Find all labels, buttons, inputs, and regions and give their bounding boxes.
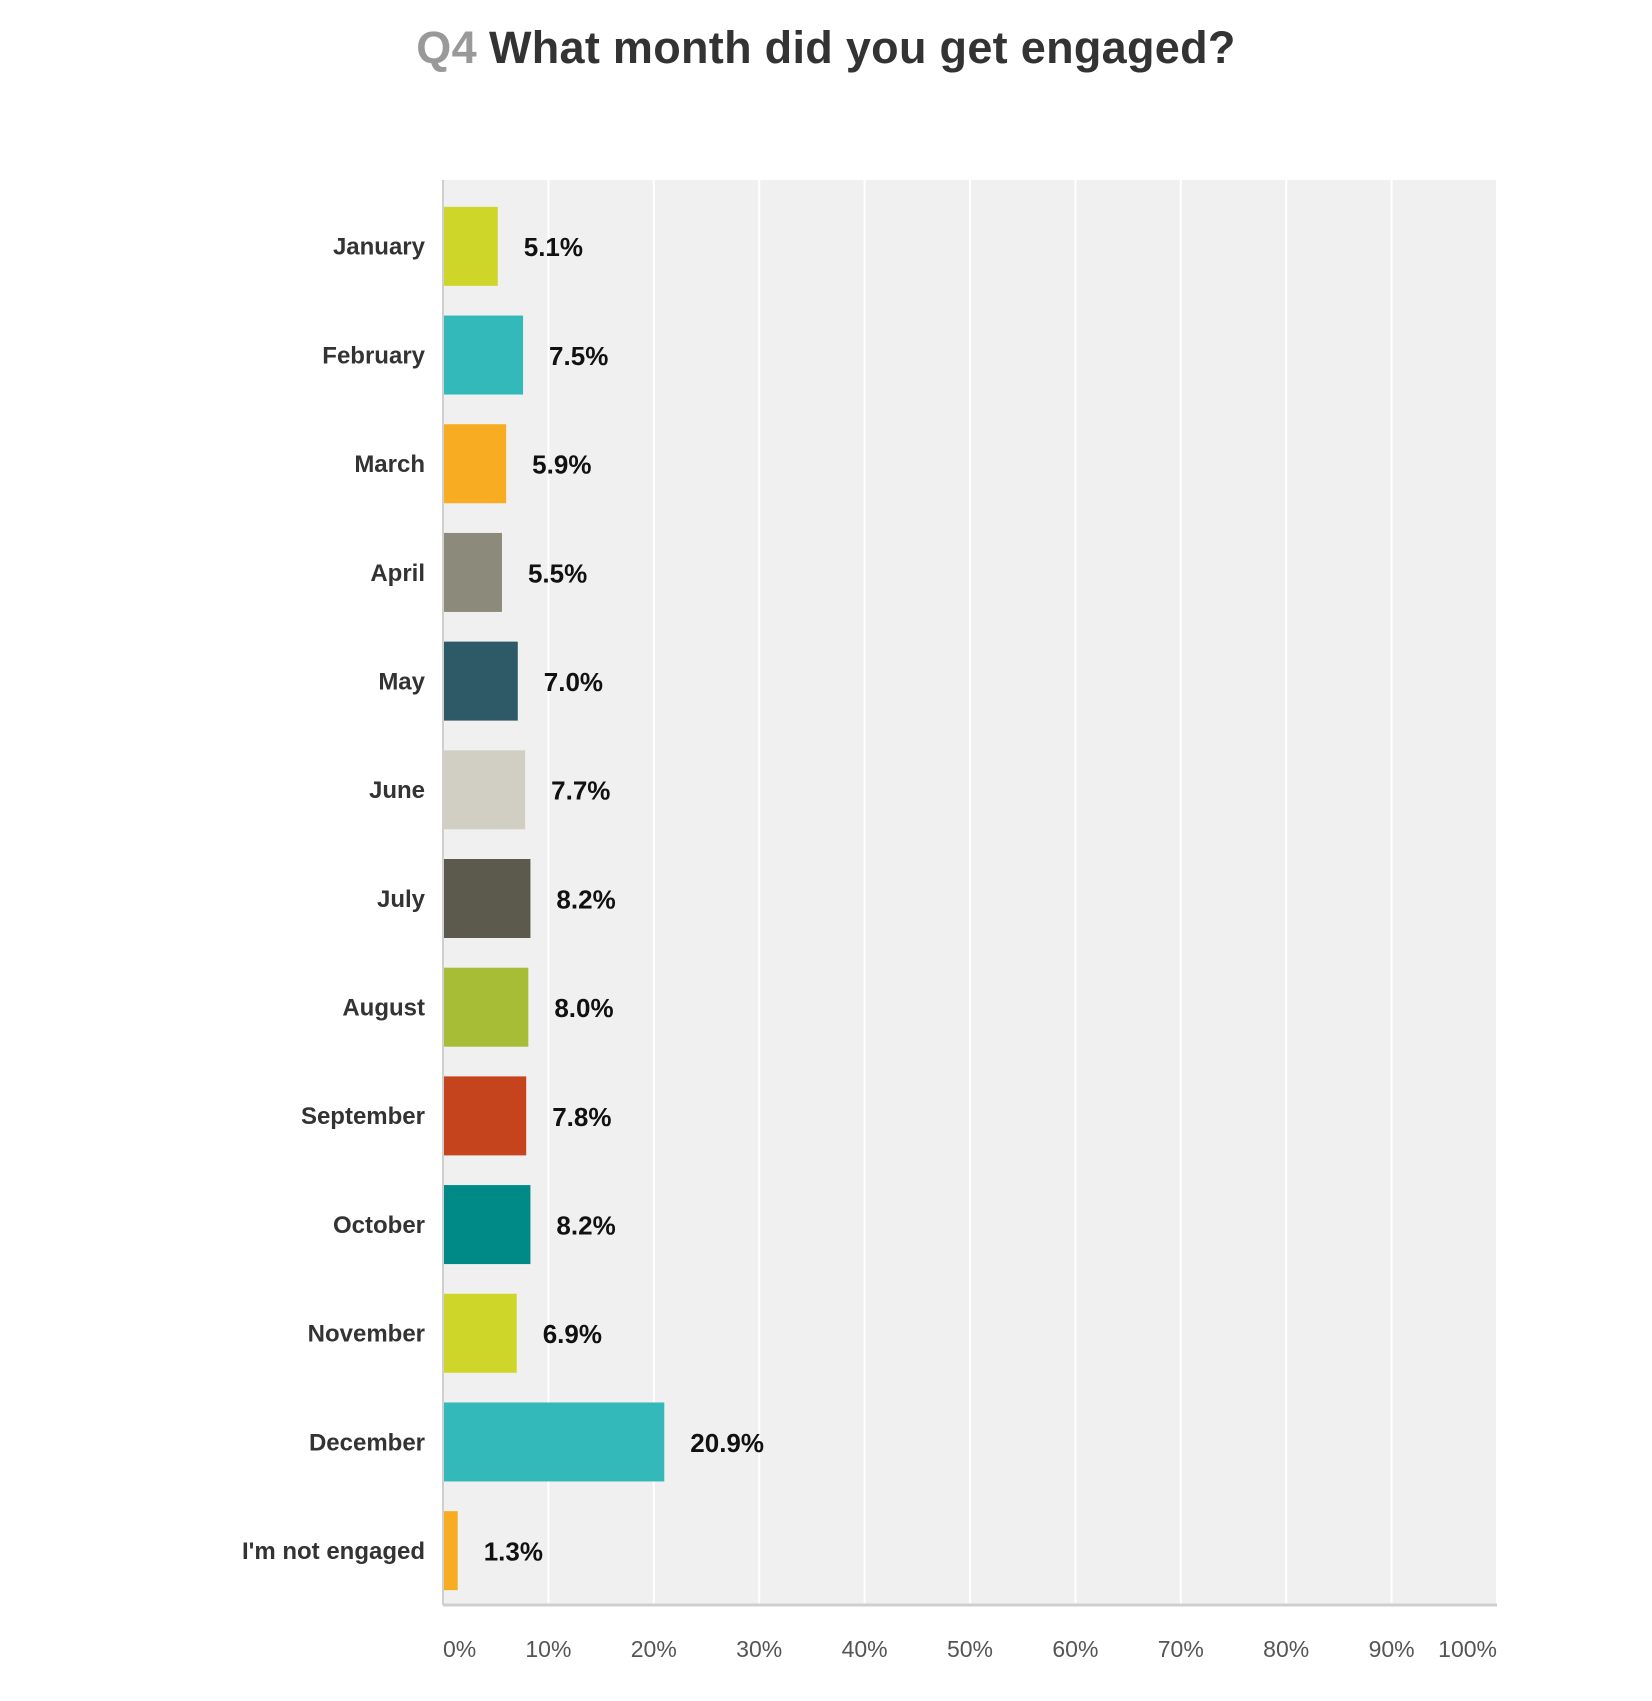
bar [444,1511,458,1591]
value-label: 20.9% [690,1428,764,1458]
category-label: June [369,777,425,804]
category-label: I'm not engaged [242,1538,425,1565]
x-tick-label: 50% [947,1636,993,1662]
value-label: 8.0% [554,993,613,1023]
x-tick-label: 60% [1052,1636,1098,1662]
category-label: January [333,234,426,261]
bar [444,1402,665,1482]
category-label: April [370,560,425,587]
value-label: 5.5% [528,558,587,588]
bars [444,206,665,1591]
bar [444,859,531,938]
category-label: December [309,1429,425,1456]
value-label: 7.8% [552,1102,611,1132]
question-text: What month did you get engaged? [488,22,1236,73]
bar [444,750,526,830]
value-label: 7.5% [549,341,608,371]
x-tick-label: 0% [443,1636,476,1662]
value-label: 6.9% [543,1319,602,1349]
bar [444,1293,517,1373]
bar [444,424,507,504]
category-label: March [354,451,425,478]
bar [444,1185,531,1265]
value-label: 5.9% [532,450,591,480]
x-tick-label: 90% [1369,1636,1415,1662]
category-label: September [301,1103,425,1130]
category-label: July [377,886,426,913]
gridlines [547,180,1498,1605]
x-tick-label: 40% [842,1636,888,1662]
category-label: August [342,995,425,1022]
x-tick-label: 70% [1158,1636,1204,1662]
x-tick-label: 10% [525,1636,571,1662]
question-number: Q4 [416,22,477,73]
bar [444,315,524,395]
x-tick-label: 30% [736,1636,782,1662]
x-tick-label: 100% [1438,1636,1497,1662]
category-label: October [333,1212,425,1239]
value-label: 5.1% [524,232,583,262]
category-labels: January February March April May June July Augu… [242,234,426,1565]
bar [444,967,529,1047]
value-labels: 5.1% 7.5% 5.9% 5.5% 7.0% 7.7% 8.2% 8.0% 7.8% 8.2%… [484,232,764,1566]
value-label: 1.3% [484,1537,543,1567]
bar [444,641,518,721]
category-label: November [308,1321,425,1348]
value-label: 7.0% [544,667,603,697]
bar [444,206,498,286]
value-label: 8.2% [556,1210,615,1240]
value-label: 8.2% [556,884,615,914]
x-tick-label: 20% [631,1636,677,1662]
chart-title: Q4 What month did you get engaged? [0,22,1652,74]
x-tick-label: 80% [1263,1636,1309,1662]
bar [444,532,502,612]
category-label: May [378,668,425,695]
category-label: February [322,342,425,369]
value-label: 7.7% [551,776,610,806]
bar [444,1076,527,1156]
x-axis: 0% 10% 20% 30% 40% 50% 60% 70% 80% 90% 100% [442,180,1497,1662]
